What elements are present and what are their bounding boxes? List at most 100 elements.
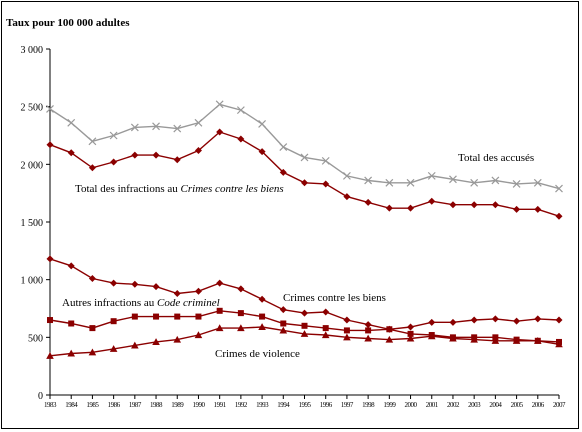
data-point	[470, 335, 478, 343]
data-point	[407, 204, 415, 212]
x-tick-label: 1984	[65, 401, 78, 409]
data-point	[258, 295, 266, 303]
x-tick-label: 2007	[553, 401, 566, 409]
data-point	[110, 318, 117, 325]
series-layer	[46, 100, 563, 359]
data-point	[533, 178, 542, 187]
x-tick-label: 1988	[150, 401, 163, 409]
data-point	[449, 334, 457, 342]
data-point	[237, 135, 245, 143]
x-tick-label: 2002	[447, 401, 460, 409]
x-tick-label: 1998	[362, 401, 375, 409]
data-point	[406, 334, 415, 342]
x-tick-label: 2004	[489, 401, 502, 409]
data-point	[131, 313, 138, 320]
data-point	[110, 158, 118, 166]
x-tick-label: 1992	[235, 401, 248, 409]
x-tick-label: 1994	[277, 401, 290, 409]
data-point	[109, 131, 118, 140]
data-point	[279, 306, 287, 314]
data-point	[512, 336, 521, 344]
x-tick-label: 2003	[468, 401, 481, 409]
data-point	[534, 315, 542, 323]
data-point	[533, 336, 542, 344]
x-tick-label: 2001	[426, 401, 439, 409]
data-point	[131, 151, 139, 159]
data-point	[364, 321, 372, 329]
data-point	[491, 336, 500, 344]
data-point	[513, 205, 521, 213]
x-tick-label: 1986	[108, 401, 121, 409]
y-tick-label: 2 000	[21, 160, 44, 171]
data-point	[322, 308, 330, 316]
data-point	[555, 340, 563, 348]
x-tick-label: 2006	[532, 401, 545, 409]
data-point	[301, 309, 308, 317]
x-tick-label: 1996	[320, 401, 333, 409]
annotation-autres-infractions: Autres infractions au Code criminel	[62, 297, 220, 309]
data-point	[88, 164, 96, 172]
x-tick-label: 1999	[383, 401, 396, 409]
data-point	[46, 105, 54, 113]
data-point	[343, 333, 351, 341]
data-point	[279, 168, 287, 176]
annotation-total-infractions-biens: Total des infractions au Crimes contre l…	[75, 183, 284, 195]
data-point	[194, 118, 203, 127]
series-line	[49, 131, 560, 217]
data-point	[153, 313, 160, 320]
x-tick-label: 2005	[511, 401, 524, 409]
data-point	[301, 322, 308, 329]
data-point	[385, 335, 394, 343]
data-point	[385, 178, 394, 187]
x-tick-label: 2000	[405, 401, 418, 409]
data-point	[237, 310, 244, 317]
data-point	[449, 175, 457, 184]
data-point	[67, 149, 75, 157]
data-point	[258, 120, 267, 128]
data-point	[194, 331, 203, 339]
data-point	[385, 204, 393, 212]
data-point	[407, 323, 415, 331]
data-point	[555, 212, 563, 220]
data-point	[67, 118, 76, 127]
data-point	[322, 325, 329, 332]
data-point	[46, 351, 54, 359]
data-point	[343, 327, 350, 334]
x-tick-label: 1985	[86, 401, 99, 409]
x-tick-label: 1989	[171, 401, 184, 409]
data-point	[237, 285, 245, 293]
data-point	[173, 335, 182, 343]
data-point	[491, 201, 499, 209]
data-point	[427, 332, 436, 340]
data-point	[46, 255, 54, 263]
data-point	[152, 283, 160, 291]
data-point	[279, 143, 288, 151]
data-point	[343, 316, 351, 324]
data-point	[364, 334, 372, 342]
data-point	[215, 100, 224, 109]
data-point	[152, 338, 160, 345]
data-point	[513, 317, 521, 325]
data-point	[258, 323, 266, 330]
data-point	[89, 325, 96, 332]
data-point	[407, 330, 414, 337]
y-axis: 0 500 1 000 1 500 2 000 2 500 3 000	[21, 45, 51, 402]
data-point	[109, 345, 118, 352]
data-point	[491, 176, 500, 185]
x-tick-label: 1995	[299, 401, 312, 409]
data-point	[173, 156, 181, 164]
annotation-total-accuses: Total des accusés	[458, 152, 534, 164]
data-point	[406, 178, 415, 187]
series-2	[46, 255, 563, 333]
data-point	[470, 201, 478, 209]
series-4	[46, 323, 563, 359]
data-point	[300, 153, 309, 162]
data-point	[47, 317, 53, 324]
data-point	[215, 324, 224, 332]
data-point	[512, 180, 521, 188]
data-point	[194, 146, 202, 154]
data-point	[259, 313, 266, 320]
y-tick-label: 3 000	[21, 45, 44, 56]
data-point	[216, 307, 223, 314]
data-point	[152, 122, 160, 131]
